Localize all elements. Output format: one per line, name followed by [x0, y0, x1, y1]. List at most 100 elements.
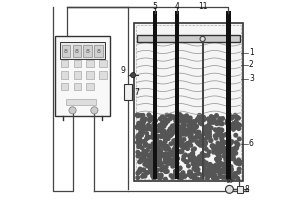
Circle shape — [202, 118, 206, 122]
Circle shape — [198, 121, 202, 125]
Circle shape — [188, 124, 191, 127]
Circle shape — [218, 154, 221, 158]
Bar — [237, 186, 243, 193]
Circle shape — [207, 173, 211, 176]
Circle shape — [195, 140, 199, 144]
Circle shape — [193, 122, 196, 126]
Circle shape — [208, 119, 211, 122]
Circle shape — [200, 177, 204, 180]
Circle shape — [236, 162, 239, 165]
Circle shape — [69, 107, 76, 114]
Circle shape — [160, 115, 164, 119]
Circle shape — [159, 148, 163, 152]
Circle shape — [217, 149, 221, 153]
Circle shape — [169, 174, 173, 177]
Circle shape — [227, 136, 231, 140]
Circle shape — [166, 170, 169, 173]
Circle shape — [152, 175, 155, 178]
Circle shape — [226, 141, 229, 144]
Circle shape — [166, 161, 169, 164]
Circle shape — [175, 173, 178, 177]
Circle shape — [220, 128, 223, 132]
Circle shape — [208, 130, 211, 133]
Circle shape — [163, 135, 167, 138]
Circle shape — [214, 129, 218, 132]
Circle shape — [136, 134, 140, 138]
Circle shape — [203, 168, 207, 172]
Circle shape — [142, 149, 146, 153]
Circle shape — [135, 113, 139, 117]
Circle shape — [221, 176, 225, 179]
Circle shape — [224, 133, 228, 136]
Circle shape — [238, 160, 242, 163]
Circle shape — [237, 167, 241, 171]
Circle shape — [141, 117, 145, 121]
Circle shape — [158, 159, 161, 162]
Circle shape — [178, 113, 182, 117]
Circle shape — [137, 145, 140, 148]
Circle shape — [173, 151, 177, 154]
Circle shape — [142, 119, 146, 123]
Circle shape — [219, 171, 223, 174]
Circle shape — [230, 168, 233, 171]
Circle shape — [182, 146, 186, 149]
Circle shape — [144, 117, 148, 121]
Circle shape — [153, 127, 156, 131]
Circle shape — [231, 115, 234, 119]
Bar — [55, 36, 110, 116]
Circle shape — [161, 154, 165, 157]
Circle shape — [164, 122, 167, 125]
Circle shape — [216, 168, 220, 172]
Circle shape — [207, 169, 210, 173]
Circle shape — [154, 130, 158, 133]
Circle shape — [211, 171, 215, 174]
Circle shape — [229, 165, 233, 168]
Circle shape — [199, 160, 202, 163]
Circle shape — [202, 131, 206, 134]
Circle shape — [155, 168, 159, 172]
Circle shape — [148, 169, 152, 173]
Circle shape — [173, 146, 177, 150]
Circle shape — [184, 153, 187, 157]
Circle shape — [217, 163, 221, 167]
Circle shape — [179, 143, 183, 147]
Circle shape — [144, 143, 147, 147]
Circle shape — [217, 154, 220, 158]
Circle shape — [236, 116, 239, 119]
Circle shape — [177, 167, 180, 171]
Circle shape — [182, 122, 185, 126]
Circle shape — [200, 162, 204, 166]
Circle shape — [157, 148, 161, 152]
Circle shape — [169, 151, 173, 154]
Circle shape — [175, 161, 179, 165]
Circle shape — [167, 155, 170, 159]
Circle shape — [167, 148, 171, 151]
Circle shape — [202, 159, 206, 163]
Circle shape — [150, 151, 154, 154]
Circle shape — [215, 122, 219, 125]
Circle shape — [182, 124, 186, 128]
Circle shape — [187, 118, 190, 122]
Circle shape — [230, 124, 233, 128]
Circle shape — [162, 130, 166, 134]
Circle shape — [160, 128, 164, 132]
Circle shape — [178, 166, 182, 170]
Circle shape — [226, 119, 229, 123]
Circle shape — [218, 151, 221, 155]
Circle shape — [161, 143, 165, 146]
Bar — [94, 45, 103, 57]
Circle shape — [145, 137, 148, 141]
Circle shape — [219, 150, 223, 154]
Circle shape — [147, 135, 151, 139]
Circle shape — [222, 169, 226, 173]
Text: 8: 8 — [75, 49, 79, 54]
Circle shape — [236, 125, 239, 128]
Circle shape — [159, 149, 162, 153]
Circle shape — [209, 139, 212, 143]
Circle shape — [221, 169, 225, 172]
Circle shape — [185, 114, 188, 118]
Circle shape — [156, 151, 160, 154]
Circle shape — [228, 165, 231, 169]
Circle shape — [208, 163, 212, 166]
Circle shape — [192, 136, 195, 140]
